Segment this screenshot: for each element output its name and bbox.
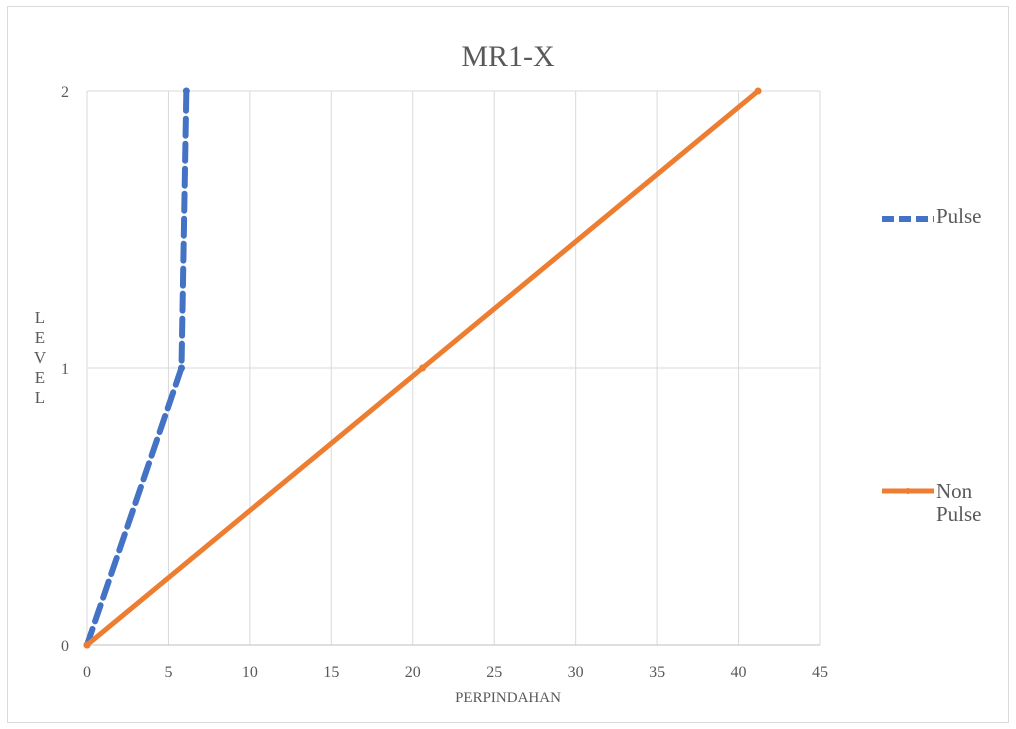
legend-label-nonpulse-1: Non: [936, 479, 972, 503]
y-tick-label: 1: [61, 361, 69, 378]
series-point-non-pulse: [84, 642, 91, 649]
series-point-pulse: [183, 88, 190, 95]
legend-item-pulse: Pulse: [880, 205, 982, 230]
legend-label-pulse: Pulse: [936, 205, 982, 228]
x-tick-label: 25: [486, 664, 502, 681]
x-tick-label: 5: [164, 664, 172, 681]
y-tick-label: 2: [61, 84, 69, 101]
x-tick-label: 45: [812, 664, 828, 681]
x-tick-label: 20: [405, 664, 421, 681]
x-tick-label: 30: [568, 664, 584, 681]
x-tick-label: 40: [731, 664, 747, 681]
grid-lines: [87, 91, 820, 645]
x-tick-label: 15: [323, 664, 339, 681]
x-tick-label: 35: [649, 664, 665, 681]
x-tick-label: 10: [242, 664, 258, 681]
series-point-non-pulse: [755, 88, 762, 95]
legend-swatch-nonpulse: [880, 485, 936, 497]
x-tick-label: 0: [83, 664, 91, 681]
series-point-non-pulse: [419, 365, 426, 372]
series-point-pulse: [178, 365, 185, 372]
legend-swatch-pulse: [880, 213, 936, 225]
legend-label-nonpulse-2: Pulse: [936, 502, 982, 526]
y-tick-label: 0: [61, 638, 69, 655]
legend-item-nonpulse: Non Pulse: [880, 480, 982, 526]
